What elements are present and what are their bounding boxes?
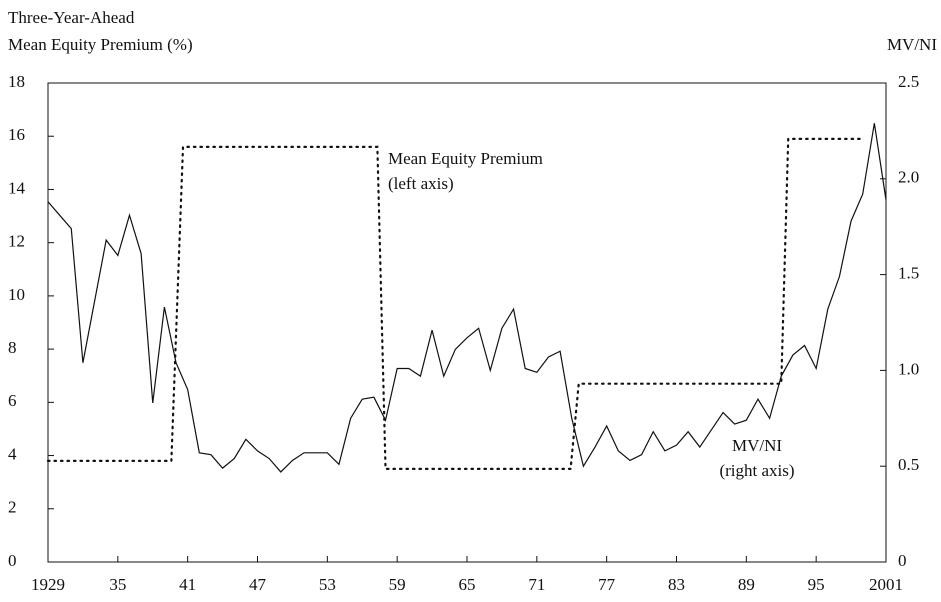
y-tick-label: 6 — [8, 391, 17, 410]
y-tick-label: 12 — [8, 232, 25, 251]
x-tick-label: 41 — [179, 575, 196, 594]
x-tick-label: 59 — [389, 575, 406, 594]
annotation: (right axis) — [719, 461, 794, 480]
x-tick-label: 47 — [249, 575, 267, 594]
y-tick-label: 10 — [8, 285, 25, 304]
x-tick-label: 95 — [808, 575, 825, 594]
series-line — [47, 123, 887, 473]
y-tick-label: 8 — [8, 338, 17, 357]
y2-axis-label: MV/NI — [887, 35, 937, 54]
x-tick-label: 35 — [109, 575, 126, 594]
x-tick-label: 53 — [319, 575, 336, 594]
y2-tick-label: 1.0 — [898, 359, 919, 378]
y-tick-label: 14 — [8, 178, 26, 197]
x-tick-label: 71 — [528, 575, 545, 594]
x-tick-label: 77 — [598, 575, 616, 594]
x-tick-label: 89 — [738, 575, 755, 594]
annotation: (left axis) — [388, 174, 454, 193]
y-axis-label: Three-Year-Ahead — [8, 8, 135, 27]
x-tick-label: 1929 — [31, 575, 65, 594]
y2-tick-label: 0 — [898, 551, 907, 570]
y2-tick-label: 1.5 — [898, 264, 919, 283]
annotation: Mean Equity Premium — [388, 149, 543, 168]
y2-tick-label: 0.5 — [898, 455, 919, 474]
x-tick-label: 65 — [459, 575, 476, 594]
x-tick-label: 2001 — [869, 575, 903, 594]
y-tick-label: 2 — [8, 498, 17, 517]
y-axis-label: Mean Equity Premium (%) — [8, 35, 193, 54]
y2-tick-label: 2.5 — [898, 72, 919, 91]
y-tick-label: 18 — [8, 72, 25, 91]
y2-tick-label: 2.0 — [898, 168, 919, 187]
y-tick-label: 16 — [8, 125, 25, 144]
x-tick-label: 83 — [668, 575, 685, 594]
series-line — [46, 137, 864, 470]
y-tick-label: 4 — [8, 444, 17, 463]
y-tick-label: 0 — [8, 551, 17, 570]
annotation: MV/NI — [732, 436, 782, 455]
